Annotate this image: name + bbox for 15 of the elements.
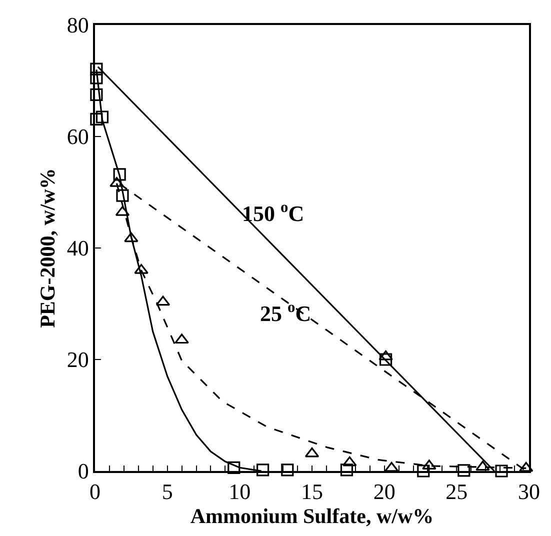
- x-tick-label: 25: [446, 479, 468, 504]
- y-tick-label: 80: [66, 12, 89, 38]
- x-tick-label: 30: [518, 479, 540, 504]
- y-tick-label: 60: [66, 124, 89, 150]
- annotation: 150 $^{o}$C: [242, 199, 304, 226]
- y-tick-label: 40: [66, 236, 89, 261]
- x-tick-label: 15: [301, 479, 323, 504]
- y-tick-label: 20: [66, 347, 89, 372]
- x-axis-title: Ammonium Sulfate, w/w%: [190, 504, 434, 528]
- x-tick-label: 20: [373, 479, 396, 504]
- y-tick-label: 0: [78, 458, 89, 484]
- x-tick-label: 10: [228, 479, 251, 504]
- annotation: 25 $^{o}$C: [260, 299, 312, 326]
- y-axis-title: PEG-2000, w/w%: [36, 168, 60, 328]
- x-tick-label: 5: [162, 479, 173, 504]
